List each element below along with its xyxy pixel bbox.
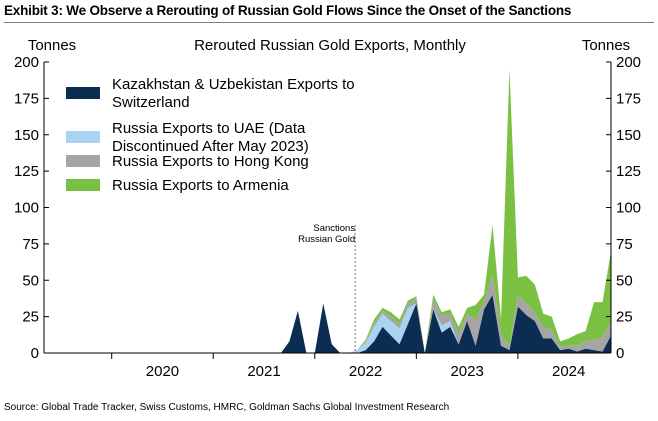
area-series-1 — [272, 294, 611, 353]
y-tick-label-right: 200 — [616, 54, 641, 71]
legend-label: Russia Exports to Hong Kong — [112, 153, 309, 170]
x-tick-label: 2024 — [552, 363, 585, 380]
title-divider — [4, 22, 654, 23]
legend-label: Kazakhstan & Uzbekistan Exports to Switze… — [112, 76, 355, 111]
legend-label: Russia Exports to Armenia — [112, 177, 289, 194]
y-tick-label-right: 25 — [616, 309, 633, 326]
y-tick-label-right: 75 — [616, 236, 633, 253]
y-tick-label-left: 200 — [14, 54, 39, 71]
legend-swatch — [66, 155, 100, 167]
y-tick-label-right: 150 — [616, 127, 641, 144]
area-layers — [272, 69, 611, 353]
y-tick-label-left: 150 — [14, 127, 39, 144]
y-tick-label-right: 50 — [616, 272, 633, 289]
y-tick-label-right: 175 — [616, 90, 641, 107]
legend-swatch — [66, 131, 100, 143]
source-note: Source: Global Trade Tracker, Swiss Cust… — [4, 402, 450, 413]
annotation-text: Russian Gold — [298, 234, 355, 245]
x-tick-label: 2022 — [349, 363, 382, 380]
y-tick-label-left: 75 — [22, 236, 39, 253]
y-tick-label-right: 0 — [616, 345, 624, 362]
y-tick-label-left: 50 — [22, 272, 39, 289]
stacked-area-chart: Rerouted Russian Gold Exports, Monthly T… — [14, 37, 641, 380]
chart-title: Rerouted Russian Gold Exports, Monthly — [194, 37, 466, 54]
y-tick-label-left: 125 — [14, 163, 39, 180]
x-tick-label: 2023 — [450, 363, 483, 380]
y-tick-label-left: 25 — [22, 309, 39, 326]
area-series-4 — [272, 69, 611, 353]
axes: 0 0 25 25 50 50 75 75 100 100 125 125 150 150 175 175 20… — [14, 54, 641, 380]
legend-label: Russia Exports to UAE (Data Discontinued … — [112, 120, 309, 155]
y-axis-label-left: Tonnes — [28, 37, 76, 54]
y-axis-label-right: Tonnes — [582, 37, 630, 54]
legend-swatch — [66, 87, 100, 99]
legend-swatch — [66, 179, 100, 191]
y-tick-label-right: 100 — [616, 200, 641, 217]
x-tick-label: 2021 — [247, 363, 280, 380]
legend: Kazakhstan & Uzbekistan Exports to Switze… — [66, 76, 355, 194]
annotation-text: Sanctions — [313, 223, 355, 234]
y-tick-label-left: 100 — [14, 200, 39, 217]
exhibit-title: Exhibit 3: We Observe a Rerouting of Rus… — [4, 3, 572, 18]
x-tick-label: 2020 — [146, 363, 179, 380]
y-tick-label-right: 125 — [616, 163, 641, 180]
y-tick-label-left: 175 — [14, 90, 39, 107]
y-tick-label-left: 0 — [31, 345, 39, 362]
